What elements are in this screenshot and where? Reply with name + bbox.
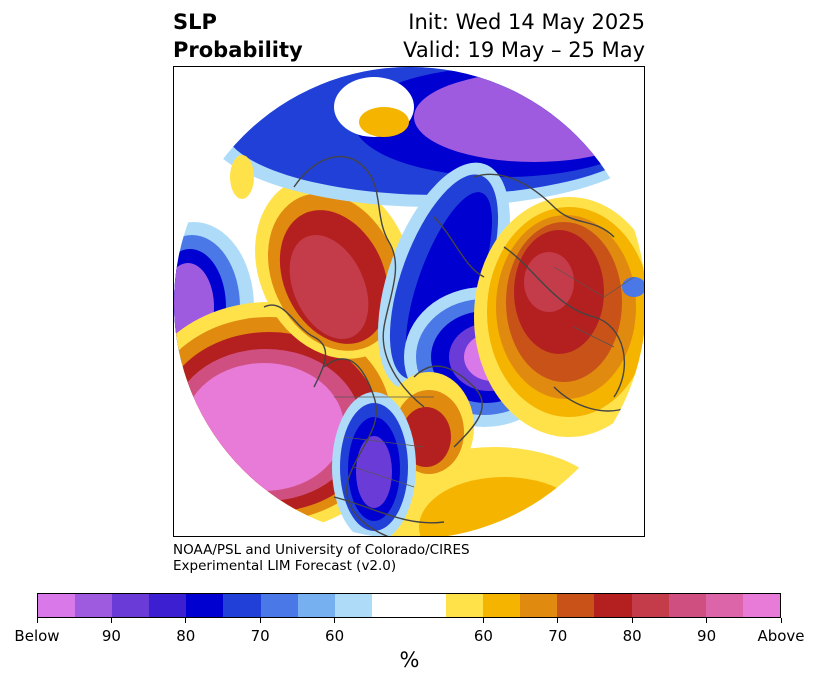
colorbar-tick-label: 70 [548,627,568,645]
colorbar-tick [334,618,336,623]
colorbar-segment [223,594,261,617]
coastlines [263,156,630,536]
colorbar-segment [371,594,409,617]
title-line-2: Probability [173,38,303,62]
colorbar-segment [297,594,335,617]
colorbar-segment [594,594,632,617]
colorbar-segment [186,594,224,617]
borders [334,266,635,488]
colorbar-tick [110,618,112,623]
credit-line-1: NOAA/PSL and University of Colorado/CIRE… [173,542,470,558]
colorbar-segment [557,594,595,617]
colorbar-tick [482,618,484,623]
colorbar-tick-label: 70 [250,627,270,645]
colorbar-segment [520,594,558,617]
colorbar-segment [446,594,484,617]
colorbar-segment [742,594,780,617]
colorbar-segment [408,594,447,617]
colorbar-tick-label: 90 [697,627,717,645]
title-line-1: SLP [173,10,217,34]
credit-text: NOAA/PSL and University of Colorado/CIRE… [173,542,470,574]
colorbar-segment [38,594,76,617]
colorbar-segment [75,594,113,617]
colorbar-tick-label: Above [757,627,805,645]
colorbar-segment [334,594,372,617]
colorbar-segment [112,594,150,617]
map-canvas [174,67,644,536]
colorbar-tick-label: 90 [101,627,121,645]
colorbar-tick [706,618,708,623]
colorbar-tick [780,618,782,623]
colorbar-tick-label: 60 [473,627,493,645]
colorbar-segment [668,594,706,617]
colorbar-segment [705,594,743,617]
colorbar-tick-label: 60 [325,627,345,645]
colorbar-segment [260,594,298,617]
colorbar-tick-label: 80 [622,627,642,645]
map-title: SLP Probability [173,8,303,64]
colorbar-tick [557,618,559,623]
probability-field [174,67,644,536]
credit-line-2: Experimental LIM Forecast (v2.0) [173,558,397,574]
colorbar [37,593,781,618]
colorbar-ticks: Below 90 80 70 60 60 70 80 90 Above [0,618,819,648]
colorbar-tick [36,618,38,623]
colorbar-tick [259,618,261,623]
valid-range: Valid: 19 May – 25 May [403,38,645,62]
colorbar-tick-label: Below [14,627,60,645]
probability-map [173,66,645,537]
colorbar-unit: % [399,648,420,672]
colorbar-segment [483,594,521,617]
forecast-dates: Init: Wed 14 May 2025 Valid: 19 May – 25… [345,8,645,64]
colorbar-segment [631,594,669,617]
init-date: Init: Wed 14 May 2025 [408,10,645,34]
colorbar-tick [631,618,633,623]
colorbar-tick-label: 80 [176,627,196,645]
colorbar-tick [185,618,187,623]
colorbar-segment [149,594,187,617]
